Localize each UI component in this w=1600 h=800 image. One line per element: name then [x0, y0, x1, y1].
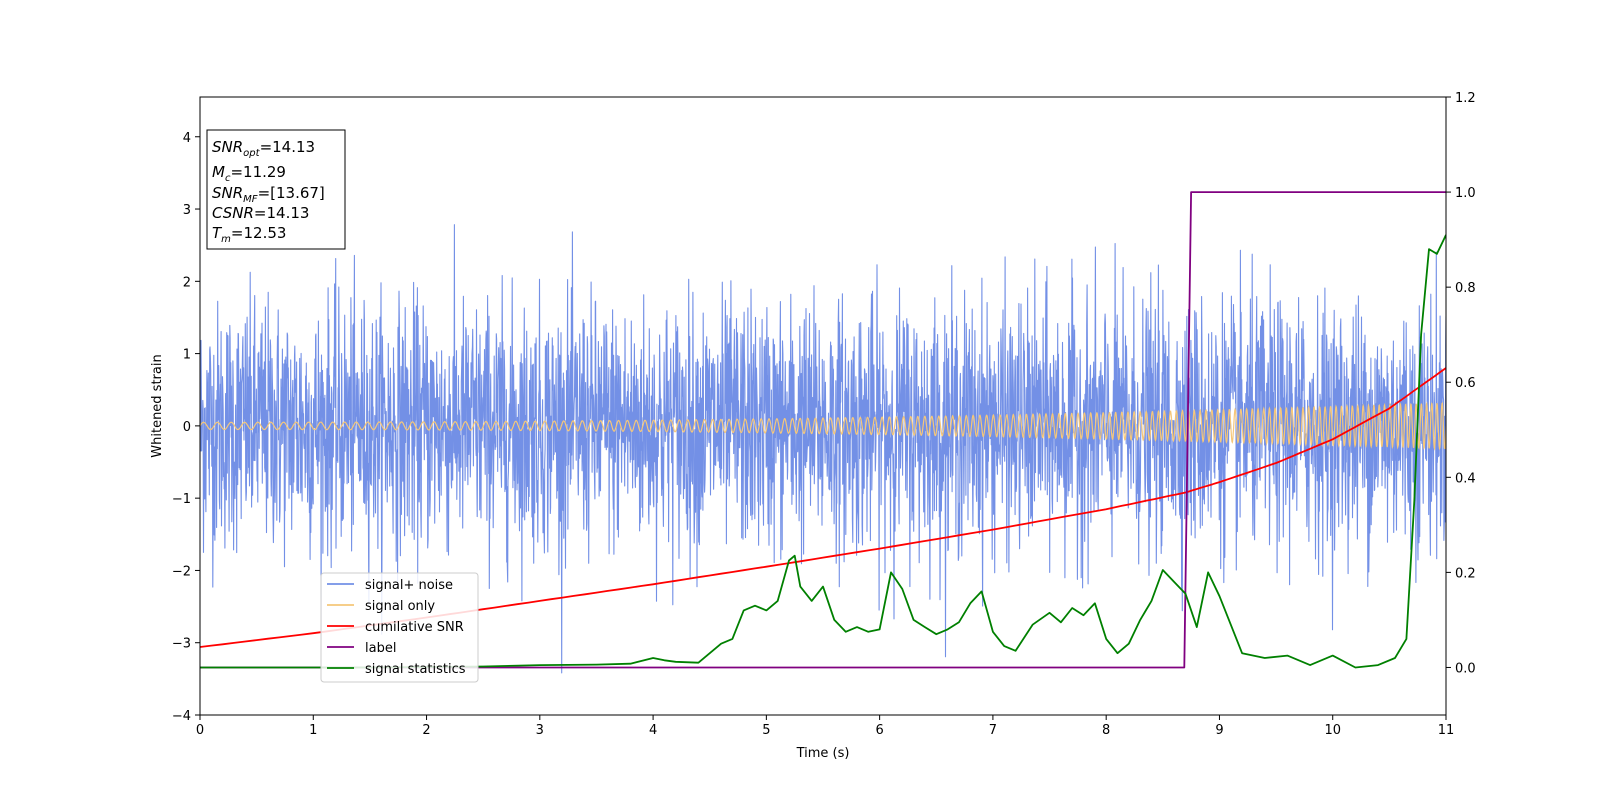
x-tick-label: 9: [1215, 723, 1223, 738]
y-right-tick-label: 0.8: [1455, 281, 1476, 296]
annotation-subscript: opt: [243, 148, 260, 159]
legend-entry-cumilative-snr: cumilative SNR: [365, 620, 464, 635]
annotation-symbol: CSNR: [212, 204, 254, 222]
y-axis-title: Whitened strain: [150, 354, 165, 457]
legend: signal+ noise signal only cumilative SNR la…: [320, 572, 479, 683]
y-tick-label: 4: [183, 131, 191, 146]
series-line-signal-statistics: [200, 234, 1446, 669]
x-tick-label: 6: [875, 723, 883, 738]
x-tick-label: 11: [1438, 723, 1455, 738]
annotation-value: =14.13: [260, 138, 316, 156]
annotation-symbol: T: [212, 224, 223, 242]
annotation-value: =14.13: [254, 204, 310, 222]
legend-entry-signal-noise: signal+ noise: [365, 578, 453, 593]
y-tick-label: 2: [183, 275, 191, 290]
y-tick-label: 1: [183, 348, 191, 363]
annotation-subscript: m: [221, 234, 231, 245]
annotation-box: SNRopt=14.13Mc=11.29SNRMF=[13.67]CSNR=14…: [206, 129, 346, 250]
y-axis-left: −4 −3 −2 −1 0 1 2 3 4: [172, 131, 200, 724]
annotation-line: CSNR=14.13: [212, 204, 309, 222]
x-tick-label: 1: [309, 723, 317, 738]
x-axis-title: Time (s): [796, 746, 850, 761]
annotation-line: SNRMF=[13.67]: [212, 184, 325, 205]
annotation-subscript: MF: [243, 194, 258, 205]
series-line-signal-only: [200, 401, 1446, 451]
annotation-box-frame: [206, 129, 346, 250]
x-tick-label: 3: [536, 723, 544, 738]
annotation-line: Mc=11.29: [212, 163, 286, 184]
y-tick-label: −3: [172, 637, 191, 652]
x-tick-label: 5: [762, 723, 770, 738]
annotation-value: =11.29: [230, 163, 286, 181]
legend-entry-label: label: [365, 641, 396, 656]
y-right-tick-label: 0.2: [1455, 566, 1476, 581]
y-right-tick-label: 0.6: [1455, 376, 1476, 391]
series-line-signal-noise: [200, 224, 1446, 674]
annotation-symbol: SNR: [212, 138, 243, 156]
y-tick-label: −1: [172, 492, 191, 507]
y-right-tick-label: 1.2: [1455, 91, 1476, 106]
x-tick-label: 7: [989, 723, 997, 738]
legend-entry-signal-only: signal only: [365, 599, 435, 614]
x-axis: 0 1 2 3 4 5 6 7 8 9 10 11: [196, 715, 1454, 738]
plot-frame: [199, 96, 1447, 716]
y-tick-label: −4: [172, 709, 191, 724]
y-axis-right: 0.0 0.2 0.4 0.6 0.8 1.0 1.2: [1446, 91, 1476, 676]
annotation-symbol: SNR: [212, 184, 243, 202]
legend-frame: [320, 572, 479, 683]
y-right-tick-label: 0.0: [1455, 661, 1476, 676]
y-tick-label: 0: [183, 420, 191, 435]
x-tick-label: 2: [422, 723, 430, 738]
x-tick-label: 4: [649, 723, 657, 738]
y-tick-label: 3: [183, 203, 191, 218]
y-right-tick-label: 1.0: [1455, 186, 1476, 201]
x-tick-label: 0: [196, 723, 204, 738]
y-right-tick-label: 0.4: [1455, 471, 1476, 486]
annotation-value: =[13.67]: [258, 184, 325, 202]
y-tick-label: −2: [172, 564, 191, 579]
series-line-label: [200, 191, 1446, 669]
annotation-subscript: c: [225, 173, 231, 184]
x-tick-label: 8: [1102, 723, 1110, 738]
annotation-symbol: M: [212, 163, 225, 181]
annotation-value: =12.53: [231, 224, 287, 242]
x-tick-label: 10: [1324, 723, 1341, 738]
legend-entry-signal-statistics: signal statistics: [365, 662, 466, 677]
annotation-line: SNRopt=14.13: [212, 138, 315, 159]
annotation-line: Tm=12.53: [212, 224, 286, 245]
